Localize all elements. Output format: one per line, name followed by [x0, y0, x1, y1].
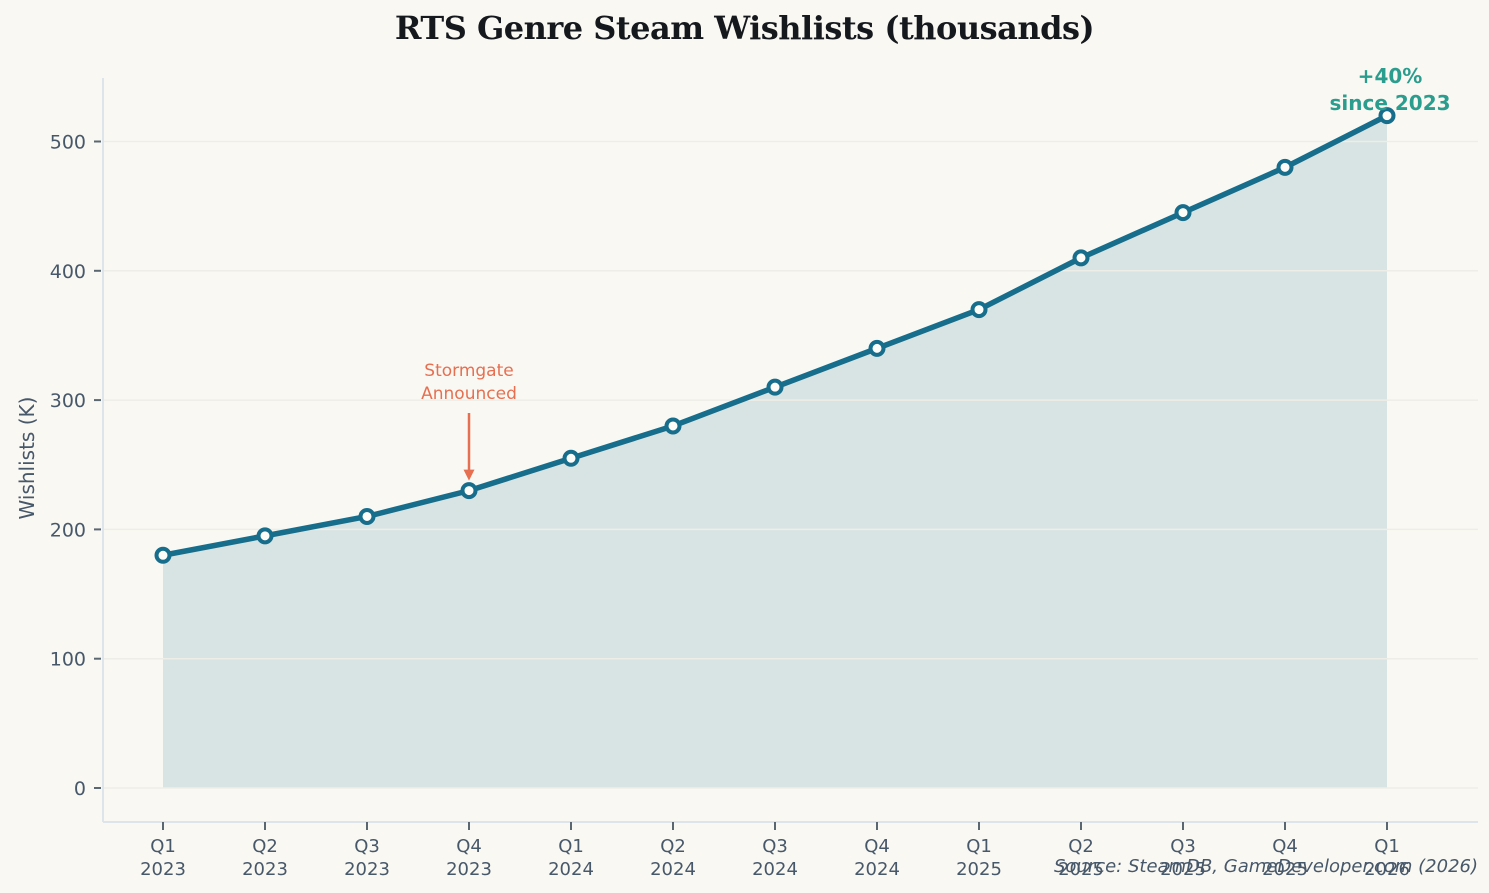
data-point-marker [1072, 249, 1090, 267]
area-fill [163, 115, 1387, 788]
data-point-marker [358, 507, 376, 525]
annotation-stormgate: Stormgate Announced [421, 360, 517, 406]
y-tick-label: 200 [50, 519, 86, 541]
x-tick-label: Q2 2024 [650, 836, 696, 880]
y-tick-label: 300 [50, 390, 86, 412]
x-tick-label: Q1 2025 [956, 836, 1002, 880]
x-tick-label: Q1 2026 [1364, 836, 1410, 880]
data-point-marker [868, 339, 886, 357]
annotation-stormgate-line2: Announced [421, 384, 517, 404]
data-point-marker [970, 301, 988, 319]
x-tick-label: Q3 2025 [1160, 836, 1206, 880]
annotation-growth: +40% since 2023 [1329, 63, 1450, 117]
data-point-marker [154, 546, 172, 564]
annotation-growth-line2: since 2023 [1329, 91, 1451, 115]
y-tick-label: 400 [50, 261, 86, 283]
y-tick-label: 100 [50, 649, 86, 671]
data-point-marker [1276, 158, 1294, 176]
y-tick-label: 0 [74, 778, 86, 800]
data-point-marker [766, 378, 784, 396]
x-tick-label: Q2 2023 [242, 836, 288, 880]
data-point-marker [460, 482, 478, 500]
data-point-marker [1378, 107, 1396, 125]
x-tick-label: Q4 2024 [854, 836, 900, 880]
data-point-marker [664, 417, 682, 435]
x-tick-label: Q1 2023 [140, 836, 186, 880]
data-point-marker [256, 527, 274, 545]
data-point-marker [1174, 204, 1192, 222]
source-note: Source: SteamDB, GameDeveloper.com (2026… [1053, 856, 1478, 877]
data-point-marker [562, 449, 580, 467]
x-tick-label: Q4 2025 [1262, 836, 1308, 880]
x-tick-label: Q3 2024 [752, 836, 798, 880]
annotation-stormgate-line1: Stormgate [424, 361, 514, 381]
annotation-arrow-head [463, 469, 475, 481]
x-tick-label: Q3 2023 [344, 836, 390, 880]
x-tick-label: Q1 2024 [548, 836, 594, 880]
x-tick-label: Q4 2023 [446, 836, 492, 880]
annotation-growth-line1: +40% [1357, 64, 1423, 88]
x-tick-label: Q2 2025 [1058, 836, 1104, 880]
chart-title: RTS Genre Steam Wishlists (thousands) [394, 9, 1095, 47]
y-tick-label: 500 [50, 132, 86, 154]
